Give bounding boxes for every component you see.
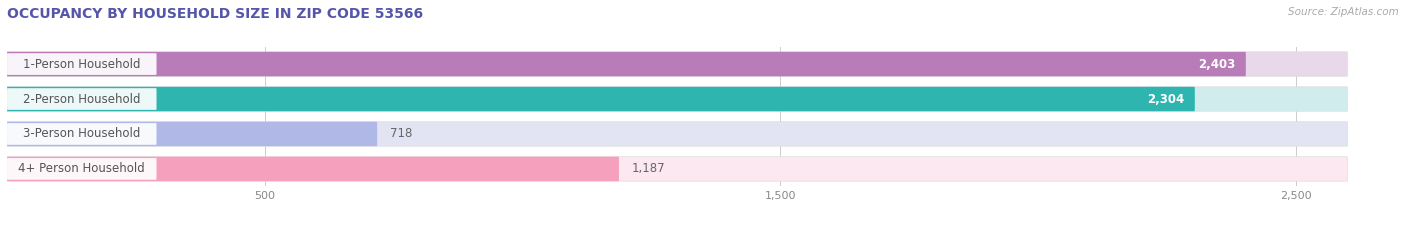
FancyBboxPatch shape [7,88,156,110]
FancyBboxPatch shape [7,122,377,146]
Text: 3-Person Household: 3-Person Household [22,127,141,140]
FancyBboxPatch shape [7,52,1347,76]
FancyBboxPatch shape [7,52,1246,76]
FancyBboxPatch shape [7,157,619,181]
FancyBboxPatch shape [7,158,156,180]
Text: 2,403: 2,403 [1198,58,1236,71]
FancyBboxPatch shape [7,87,1195,111]
Text: 4+ Person Household: 4+ Person Household [18,162,145,175]
FancyBboxPatch shape [7,123,156,145]
Text: Source: ZipAtlas.com: Source: ZipAtlas.com [1288,7,1399,17]
FancyBboxPatch shape [7,122,1347,146]
FancyBboxPatch shape [7,157,1347,181]
Text: 1,187: 1,187 [631,162,665,175]
FancyBboxPatch shape [7,87,1347,111]
Text: 1-Person Household: 1-Person Household [22,58,141,71]
Text: OCCUPANCY BY HOUSEHOLD SIZE IN ZIP CODE 53566: OCCUPANCY BY HOUSEHOLD SIZE IN ZIP CODE … [7,7,423,21]
Text: 2-Person Household: 2-Person Household [22,93,141,106]
FancyBboxPatch shape [7,53,156,75]
Text: 718: 718 [389,127,412,140]
Text: 2,304: 2,304 [1147,93,1184,106]
